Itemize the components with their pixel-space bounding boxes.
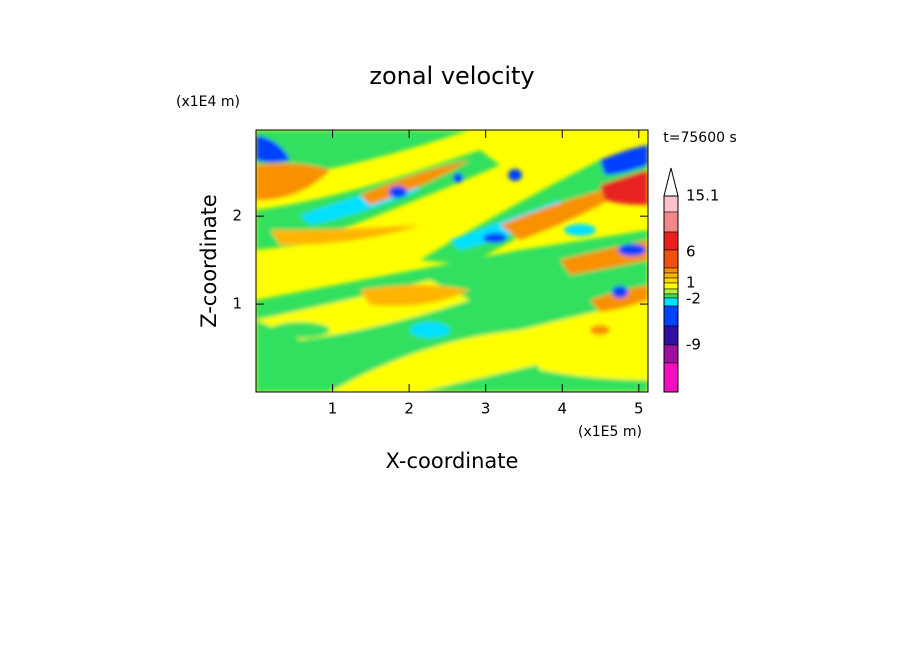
x-tick-label: 5 xyxy=(634,400,644,418)
field-shapes xyxy=(256,130,648,392)
colorbar-segment xyxy=(663,305,679,327)
colorbar-segment xyxy=(663,288,679,295)
colorbar-segment xyxy=(663,282,679,290)
colorbar-segment xyxy=(663,297,679,307)
y-tick-label: 2 xyxy=(232,207,242,225)
colorbar-segment xyxy=(663,195,679,213)
colorbar-label: -9 xyxy=(686,336,701,354)
colorbar-label: -2 xyxy=(686,290,701,308)
y-unit: (x1E4 m) xyxy=(176,94,240,110)
colorbar-segment xyxy=(663,277,679,284)
x-tick-label: 1 xyxy=(328,400,338,418)
time-label: t=75600 s xyxy=(663,130,737,146)
contour-field xyxy=(256,130,648,392)
plot-frame xyxy=(255,129,649,393)
colorbar-segment xyxy=(663,362,679,393)
x-unit: (x1E5 m) xyxy=(578,424,642,440)
colorbar-segment xyxy=(663,325,679,346)
y-tick-label: 1 xyxy=(232,295,242,313)
x-tick-label: 3 xyxy=(481,400,491,418)
colorbar-label: 1 xyxy=(686,274,696,292)
colorbar-segment xyxy=(663,272,679,279)
colorbar-segment xyxy=(663,344,679,364)
y-axis-title: Z-coordinate xyxy=(197,194,221,328)
colorbar-label: 6 xyxy=(686,243,696,261)
colorbar-segment xyxy=(663,231,679,251)
colorbar-segment xyxy=(663,211,679,233)
x-axis-title: X-coordinate xyxy=(386,449,519,473)
colorbar-arrow xyxy=(663,167,679,197)
colorbar-segment xyxy=(663,267,679,274)
chart-title: zonal velocity xyxy=(369,62,534,90)
colorbar-segment xyxy=(663,293,679,299)
x-tick-label: 4 xyxy=(557,400,567,418)
x-tick-label: 2 xyxy=(404,400,414,418)
colorbar-segment xyxy=(663,249,679,269)
colorbar-label: 15.1 xyxy=(686,187,719,205)
